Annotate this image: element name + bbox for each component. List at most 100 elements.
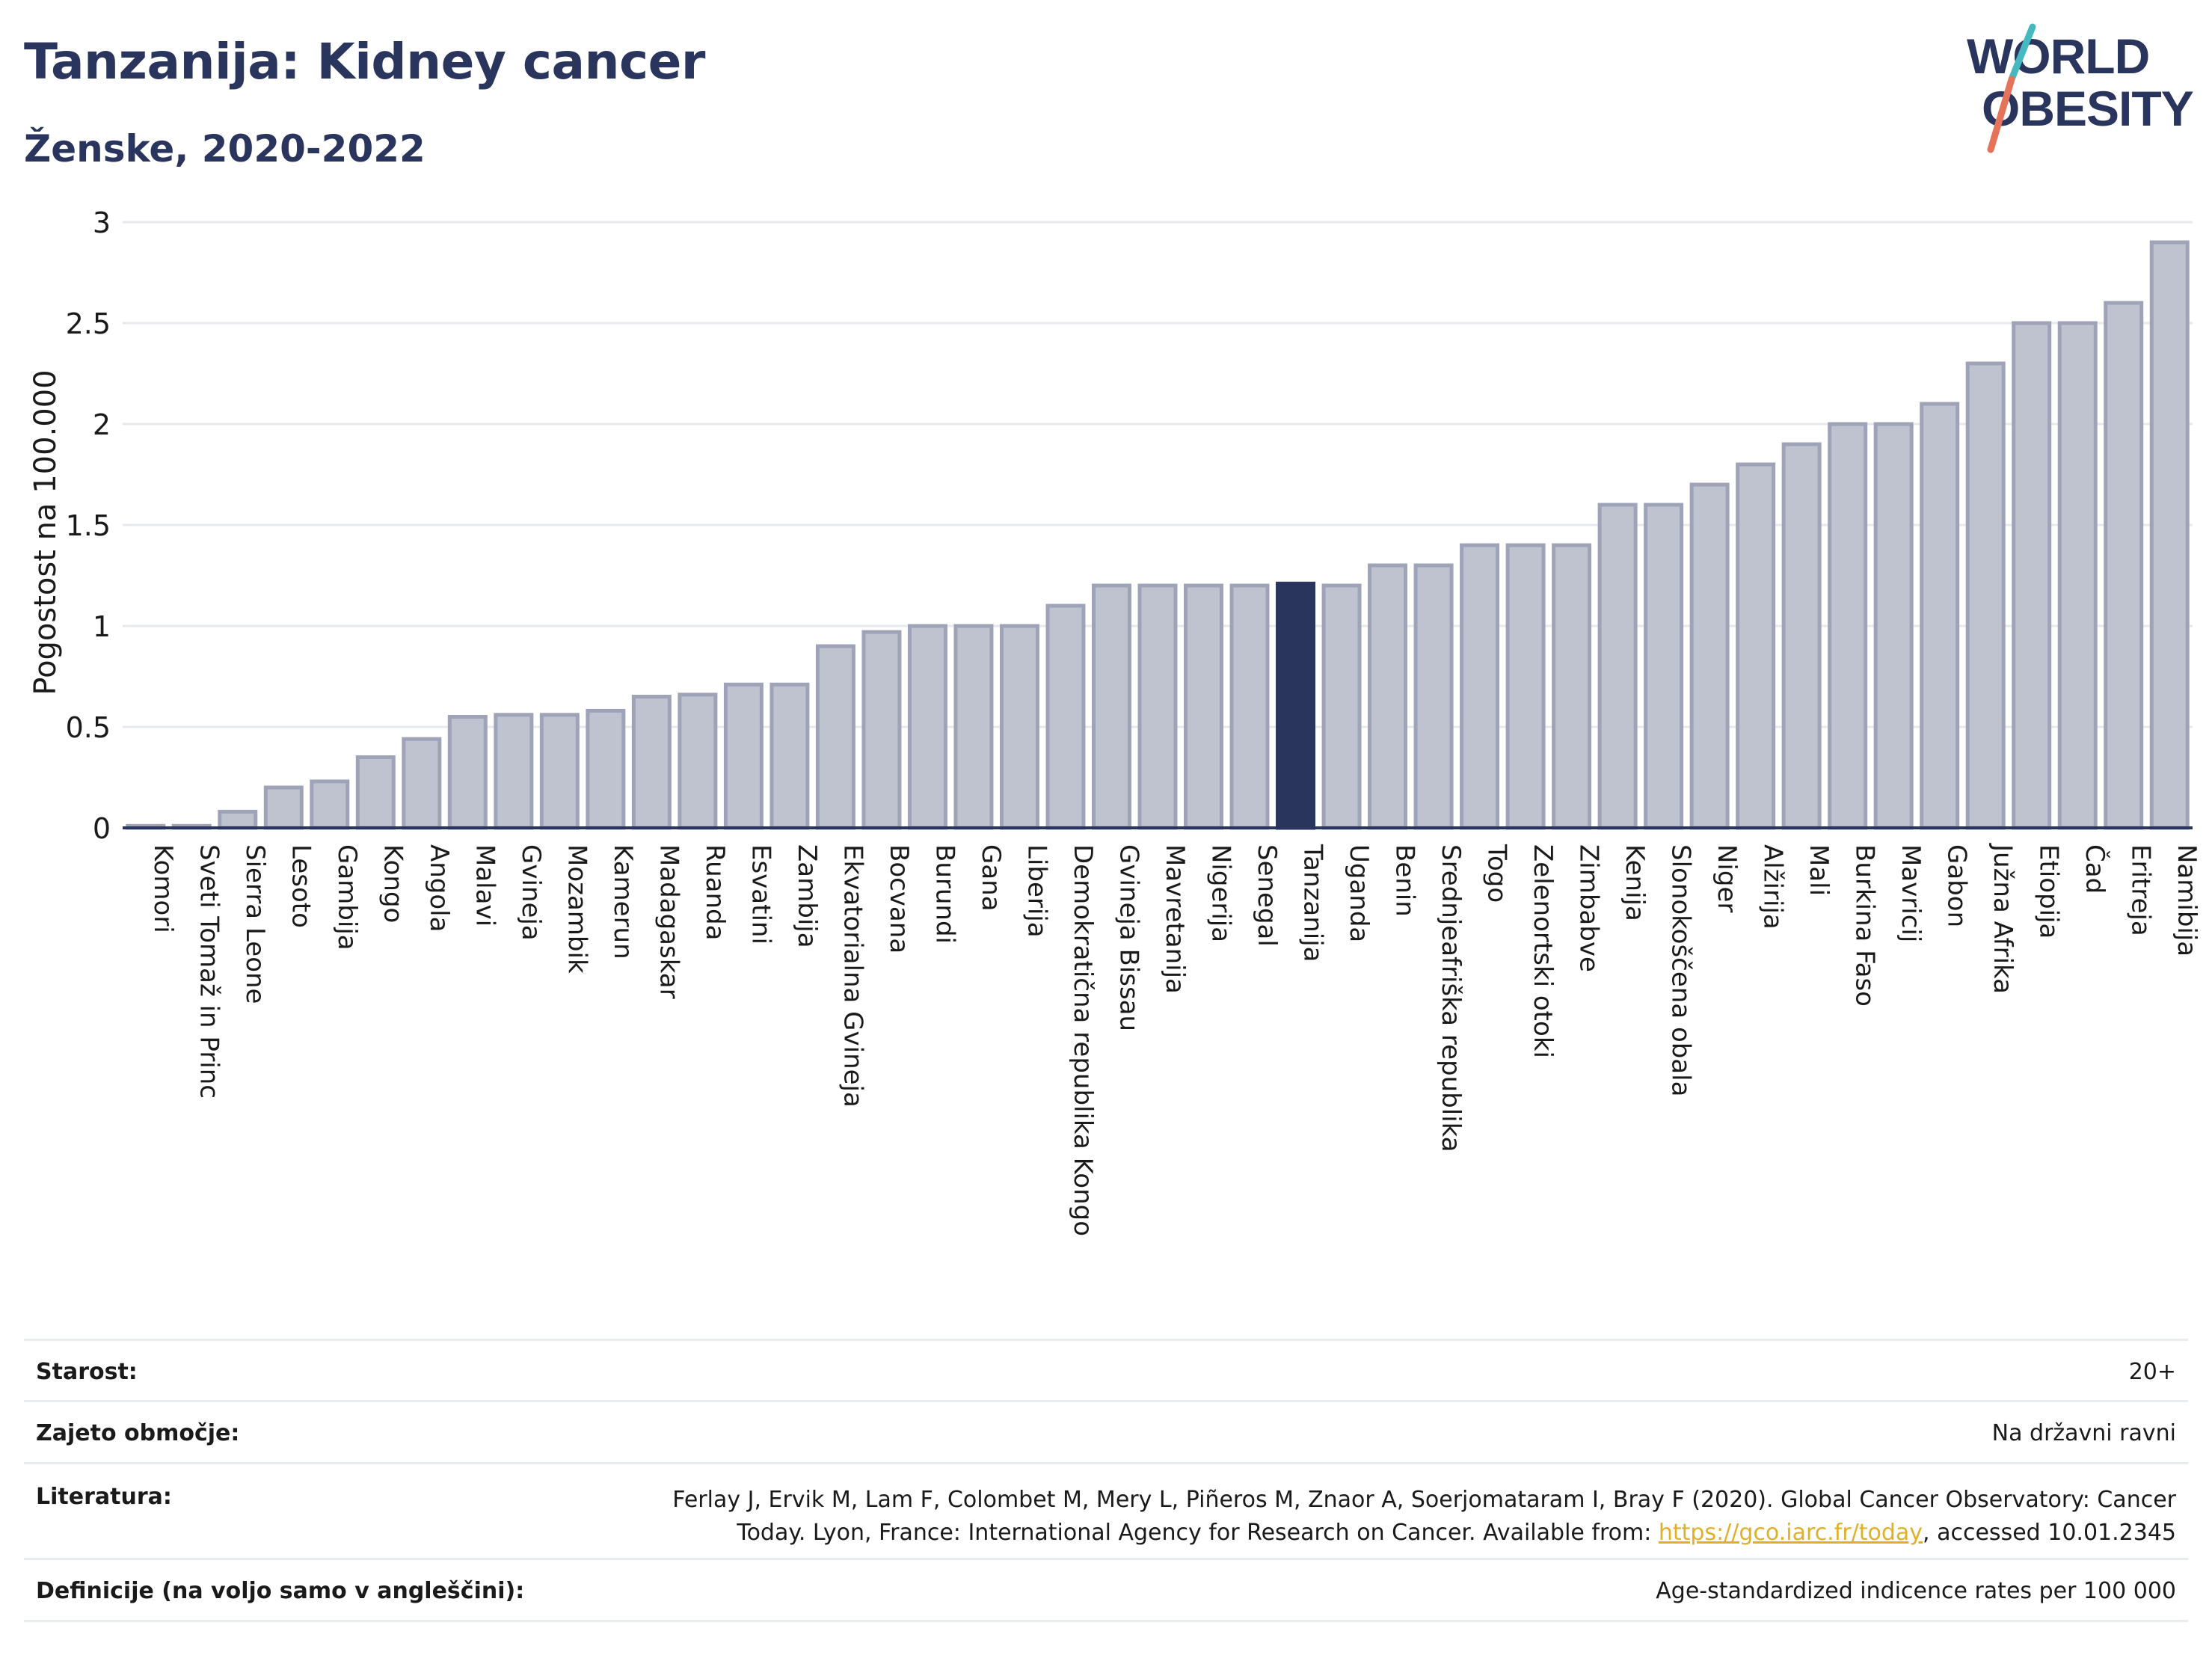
bar	[539, 713, 580, 830]
x-category-label: Demokratična republika Kongo	[1068, 844, 1098, 1236]
literature-line-2: Today. Lyon, France: International Agenc…	[672, 1517, 2176, 1550]
bar	[1644, 503, 1684, 830]
bar	[769, 682, 810, 830]
bar	[2057, 321, 2098, 830]
x-category-label: Kenija	[1620, 844, 1650, 921]
x-category-label: Mavricij	[1896, 844, 1926, 942]
bar	[1091, 583, 1131, 830]
bar	[1413, 563, 1454, 830]
bar	[1460, 543, 1500, 830]
bar	[310, 779, 350, 830]
x-category-label: Nigerija	[1206, 844, 1236, 942]
bar	[1184, 583, 1224, 830]
age-label: Starost:	[36, 1359, 138, 1385]
bar	[1965, 361, 2006, 830]
x-category-label: Eritreja	[2126, 844, 2156, 936]
x-category-label: Togo	[1482, 844, 1512, 903]
x-category-label: Slonokoščena obala	[1666, 844, 1696, 1096]
bar	[1689, 482, 1730, 830]
x-axis-labels: Komori Sveti Tomaž in Princ Sierra Leone Le…	[148, 843, 2202, 1236]
x-category-label: Esvatini	[746, 844, 775, 945]
x-category-label: Gabon	[1942, 844, 1972, 927]
bar	[2149, 240, 2190, 830]
x-category-label: Južna Afrika	[1988, 843, 2018, 994]
x-category-label: Čad	[2080, 844, 2110, 894]
x-category-label: Mavretanija	[1160, 844, 1190, 994]
x-category-label: Tanzanija	[1298, 844, 1328, 962]
x-category-label: Senegal	[1252, 844, 1282, 947]
x-category-label: Sierra Leone	[240, 844, 270, 1004]
info-row-coverage: Zajeto območje: Na državni ravni	[24, 1400, 2188, 1462]
bar	[723, 682, 764, 830]
bar	[1321, 583, 1362, 830]
x-category-label: Madagaskar	[654, 844, 683, 999]
literature-line-1: Ferlay J, Ervik M, Lam F, Colombet M, Me…	[672, 1487, 2176, 1513]
bar	[1505, 543, 1546, 830]
literature-label: Literatura:	[36, 1484, 172, 1510]
x-category-label: Gambija	[332, 844, 362, 951]
bar	[1597, 503, 1638, 830]
x-category-label: Namibija	[2172, 844, 2202, 957]
bar	[1920, 402, 1960, 830]
bar	[355, 755, 396, 830]
y-tick-label: 2	[93, 408, 111, 441]
y-tick-label: 0.5	[66, 711, 111, 744]
age-value: 20+	[2128, 1359, 2176, 1385]
info-row-literature: Literatura: Ferlay J, Ervik M, Lam F, Co…	[24, 1462, 2188, 1558]
bar	[907, 624, 947, 830]
bar	[1781, 442, 1822, 830]
x-category-label: Gvineja	[516, 844, 546, 941]
bars	[126, 240, 2190, 830]
bar-chart: 0 0.5 1 1.5 2 2.5 3 Komori Sveti Tomaž in Princ…	[28, 206, 2202, 1236]
bar	[494, 713, 534, 830]
bar	[263, 785, 304, 830]
definitions-value: Age-standardized indicence rates per 100…	[1656, 1578, 2176, 1604]
bar	[1229, 583, 1270, 830]
bar-highlight	[1276, 581, 1316, 830]
bar	[586, 708, 626, 830]
x-category-label: Etiopija	[2034, 844, 2064, 939]
x-category-label: Ruanda	[700, 844, 730, 940]
y-tick-label: 1.5	[66, 509, 111, 542]
bar	[2104, 301, 2144, 830]
x-category-label: Angola	[424, 844, 454, 932]
literature-line-2-tail: , accessed 10.01.2345	[1923, 1520, 2176, 1546]
bar	[631, 695, 672, 830]
x-category-label: Kamerun	[608, 844, 638, 959]
gco-link[interactable]: https://gco.iarc.fr/today	[1658, 1520, 1923, 1546]
x-category-label: Benin	[1390, 844, 1420, 917]
bar	[1045, 604, 1086, 830]
bar	[2012, 321, 2052, 830]
bar	[1368, 563, 1408, 830]
bar	[1828, 422, 1868, 830]
x-category-label: Zelenortski otoki	[1528, 844, 1558, 1058]
x-category-label: Uganda	[1344, 844, 1374, 942]
logo-word-world: WORLD	[1967, 28, 2149, 84]
logo-slash-top	[2008, 23, 2036, 83]
y-tick-label: 2.5	[66, 307, 111, 340]
logo-slash-bottom	[1987, 76, 2015, 153]
bar	[1137, 583, 1178, 830]
x-category-label: Mozambik	[562, 844, 592, 974]
y-tick-label: 3	[93, 206, 111, 239]
bar	[999, 624, 1039, 830]
x-category-label: Niger	[1712, 844, 1742, 912]
definitions-label: Definicije (na voljo samo v angleščini):	[36, 1578, 525, 1604]
x-category-label: Malavi	[470, 844, 500, 927]
bar	[861, 630, 902, 830]
chart-subtitle: Ženske, 2020-2022	[24, 127, 425, 171]
bar	[678, 693, 718, 830]
info-row-definitions: Definicije (na voljo samo v angleščini):…	[24, 1558, 2188, 1622]
bar	[815, 644, 855, 830]
x-category-label: Gana	[976, 844, 1006, 912]
coverage-label: Zajeto območje:	[36, 1420, 240, 1446]
bar	[218, 809, 258, 830]
bar	[1552, 543, 1592, 830]
x-category-label: Srednjeafriška republika	[1436, 844, 1466, 1152]
y-axis-title: Pogostost na 100.000	[28, 369, 63, 695]
x-category-label: Lesoto	[286, 844, 316, 928]
y-tick-label: 1	[93, 610, 111, 643]
bar	[1736, 462, 1776, 830]
x-category-label: Alžirija	[1758, 844, 1788, 930]
literature-line-2-text: Today. Lyon, France: International Agenc…	[737, 1520, 1659, 1546]
